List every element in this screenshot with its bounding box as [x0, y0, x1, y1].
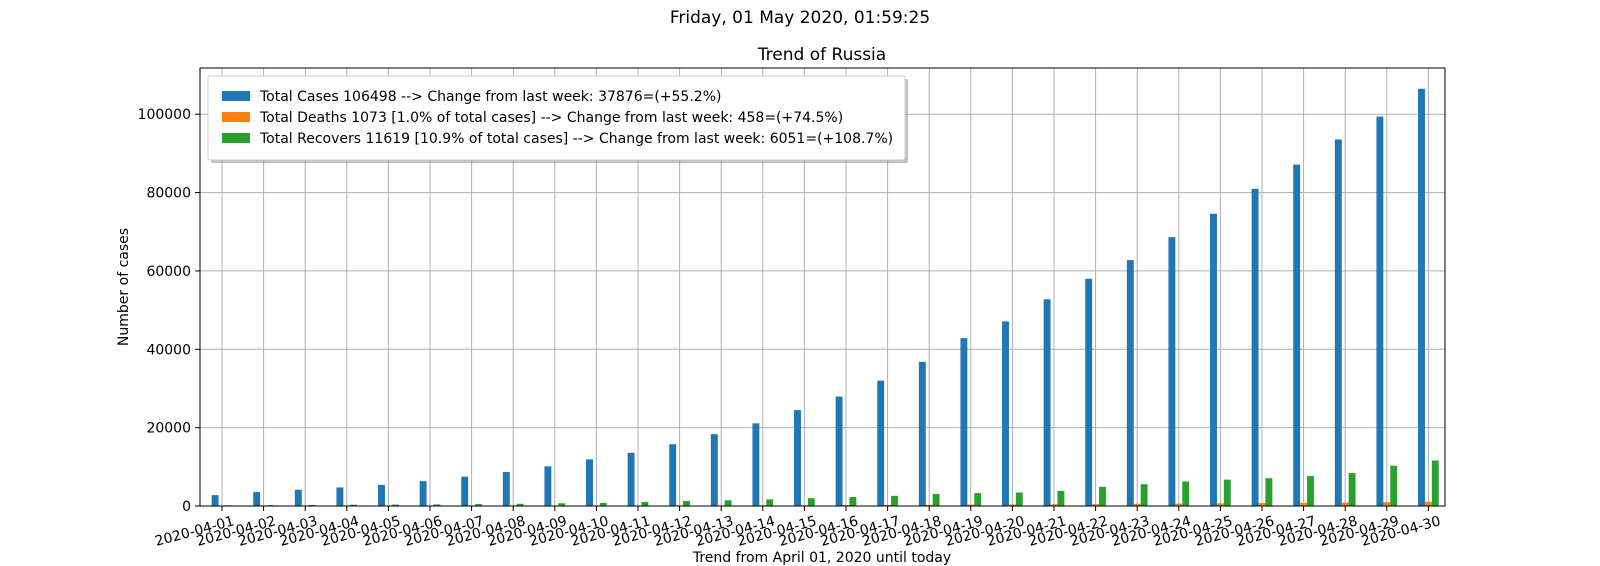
bar-series-0-2020-04-02: [253, 492, 261, 506]
bar-series-2-2020-04-30: [1431, 460, 1439, 506]
bar-series-0-2020-04-04: [336, 487, 344, 506]
bar-series-0-2020-04-14: [752, 423, 760, 506]
x-axis-label: Trend from April 01, 2020 until today: [692, 550, 951, 566]
bar-series-1-2020-04-26: [1258, 503, 1266, 506]
legend-box: [207, 75, 906, 161]
bar-series-2-2020-04-22: [1099, 486, 1106, 506]
bar-series-1-2020-04-23: [1133, 503, 1141, 506]
bar-series-0-2020-04-01: [211, 495, 219, 506]
bar-series-2-2020-04-26: [1265, 478, 1273, 506]
bar-series-2-2020-04-20: [1015, 492, 1023, 506]
y-tick-label: 0: [182, 499, 191, 515]
bar-series-2-2020-04-15: [807, 498, 815, 506]
legend-swatch: [222, 133, 250, 143]
bar-series-0-2020-04-23: [1126, 260, 1134, 506]
bar-series-2-2020-04-18: [932, 494, 940, 506]
bar-series-2-2020-04-28: [1348, 473, 1356, 506]
bar-series-2-2020-04-14: [766, 499, 774, 506]
bar-series-1-2020-04-27: [1300, 502, 1308, 506]
bar-series-2-2020-04-11: [641, 501, 649, 506]
bar-series-0-2020-04-17: [877, 380, 885, 506]
bar-series-1-2020-04-24: [1175, 503, 1183, 506]
legend-label: Total Deaths 1073 [1.0% of total cases] …: [259, 110, 843, 126]
bar-series-0-2020-04-19: [960, 338, 968, 506]
bar-series-0-2020-04-25: [1210, 213, 1217, 506]
bar-series-1-2020-04-22: [1092, 503, 1100, 506]
bar-series-2-2020-04-17: [891, 495, 898, 506]
bar-series-0-2020-04-06: [419, 481, 427, 506]
bar-series-2-2020-04-09: [558, 503, 566, 506]
bars-group: [211, 88, 1439, 507]
bar-series-0-2020-04-13: [710, 434, 718, 506]
legend-swatch: [222, 112, 250, 122]
bar-series-0-2020-04-21: [1043, 299, 1051, 506]
x-axis: 2020-04-012020-04-022020-04-032020-04-04…: [153, 506, 1442, 550]
bar-series-1-2020-04-17: [884, 504, 892, 506]
bar-series-2-2020-04-10: [599, 502, 607, 506]
bar-series-2-2020-04-05: [391, 504, 399, 506]
y-tick-label: 40000: [146, 342, 191, 358]
bar-series-0-2020-04-15: [794, 410, 801, 506]
legend-label: Total Cases 106498 --> Change from last …: [259, 89, 721, 105]
bar-series-1-2020-04-28: [1341, 502, 1349, 506]
bar-series-2-2020-04-23: [1140, 484, 1148, 506]
bar-series-2-2020-04-27: [1307, 476, 1314, 506]
legend-label: Total Recovers 11619 [10.9% of total cas…: [259, 131, 893, 147]
y-tick-label: 20000: [146, 421, 191, 437]
bar-series-0-2020-04-07: [461, 476, 469, 506]
bar-series-1-2020-04-21: [1050, 504, 1058, 506]
bar-series-0-2020-04-18: [918, 361, 926, 506]
legend: Total Cases 106498 --> Change from last …: [207, 75, 908, 163]
x-tick-label: 2020-04-30: [1360, 513, 1443, 550]
bar-series-2-2020-04-16: [849, 496, 857, 506]
chart-title: Trend of Russia: [757, 45, 886, 65]
bar-series-0-2020-04-27: [1293, 164, 1301, 506]
bar-series-0-2020-04-22: [1085, 278, 1093, 506]
bar-series-2-2020-04-19: [974, 493, 982, 506]
bar-series-2-2020-04-25: [1223, 479, 1231, 506]
y-axis: 0 20000 40000 60000 80000 100000: [138, 107, 200, 515]
bar-series-1-2020-04-30: [1424, 501, 1432, 506]
bar-series-0-2020-04-30: [1418, 88, 1425, 506]
bar-series-0-2020-04-28: [1334, 139, 1342, 507]
bar-series-2-2020-04-03: [308, 504, 316, 506]
bar-series-0-2020-04-24: [1168, 237, 1176, 507]
bar-series-2-2020-04-08: [516, 503, 524, 506]
y-tick-label: 80000: [146, 186, 191, 202]
bar-series-0-2020-04-20: [1002, 321, 1009, 506]
bar-series-2-2020-04-13: [724, 500, 732, 506]
bar-series-1-2020-04-20: [1008, 504, 1016, 506]
bar-series-1-2020-04-25: [1216, 503, 1224, 506]
bar-series-0-2020-04-05: [378, 484, 385, 506]
bar-series-0-2020-04-26: [1251, 188, 1259, 506]
bar-series-0-2020-04-10: [586, 459, 593, 506]
bar-series-2-2020-04-29: [1390, 465, 1398, 506]
bar-series-2-2020-04-07: [475, 504, 482, 506]
bar-series-0-2020-04-12: [669, 444, 677, 506]
y-tick-label: 60000: [146, 264, 191, 280]
bar-series-2-2020-04-12: [683, 500, 690, 506]
plot-frame: [199, 67, 1446, 507]
bar-series-1-2020-04-19: [967, 504, 975, 506]
bar-series-0-2020-04-08: [502, 472, 510, 506]
bar-series-0-2020-04-09: [544, 466, 552, 506]
y-axis-label: Number of cases: [116, 228, 132, 346]
legend-swatch: [222, 91, 250, 101]
bar-series-0-2020-04-16: [835, 396, 843, 506]
bar-series-1-2020-04-29: [1383, 502, 1391, 506]
bar-series-0-2020-04-29: [1376, 116, 1384, 506]
figure-suptitle: Friday, 01 May 2020, 01:59:25: [669, 8, 931, 28]
bar-series-2-2020-04-06: [433, 504, 441, 506]
bar-series-2-2020-04-04: [350, 504, 358, 506]
bar-series-1-2020-04-18: [925, 504, 933, 506]
y-tick-label: 100000: [138, 107, 191, 123]
bar-series-0-2020-04-03: [294, 489, 302, 506]
bar-series-2-2020-04-21: [1057, 490, 1065, 506]
bar-series-0-2020-04-11: [627, 452, 635, 506]
bar-series-2-2020-04-24: [1182, 481, 1190, 506]
